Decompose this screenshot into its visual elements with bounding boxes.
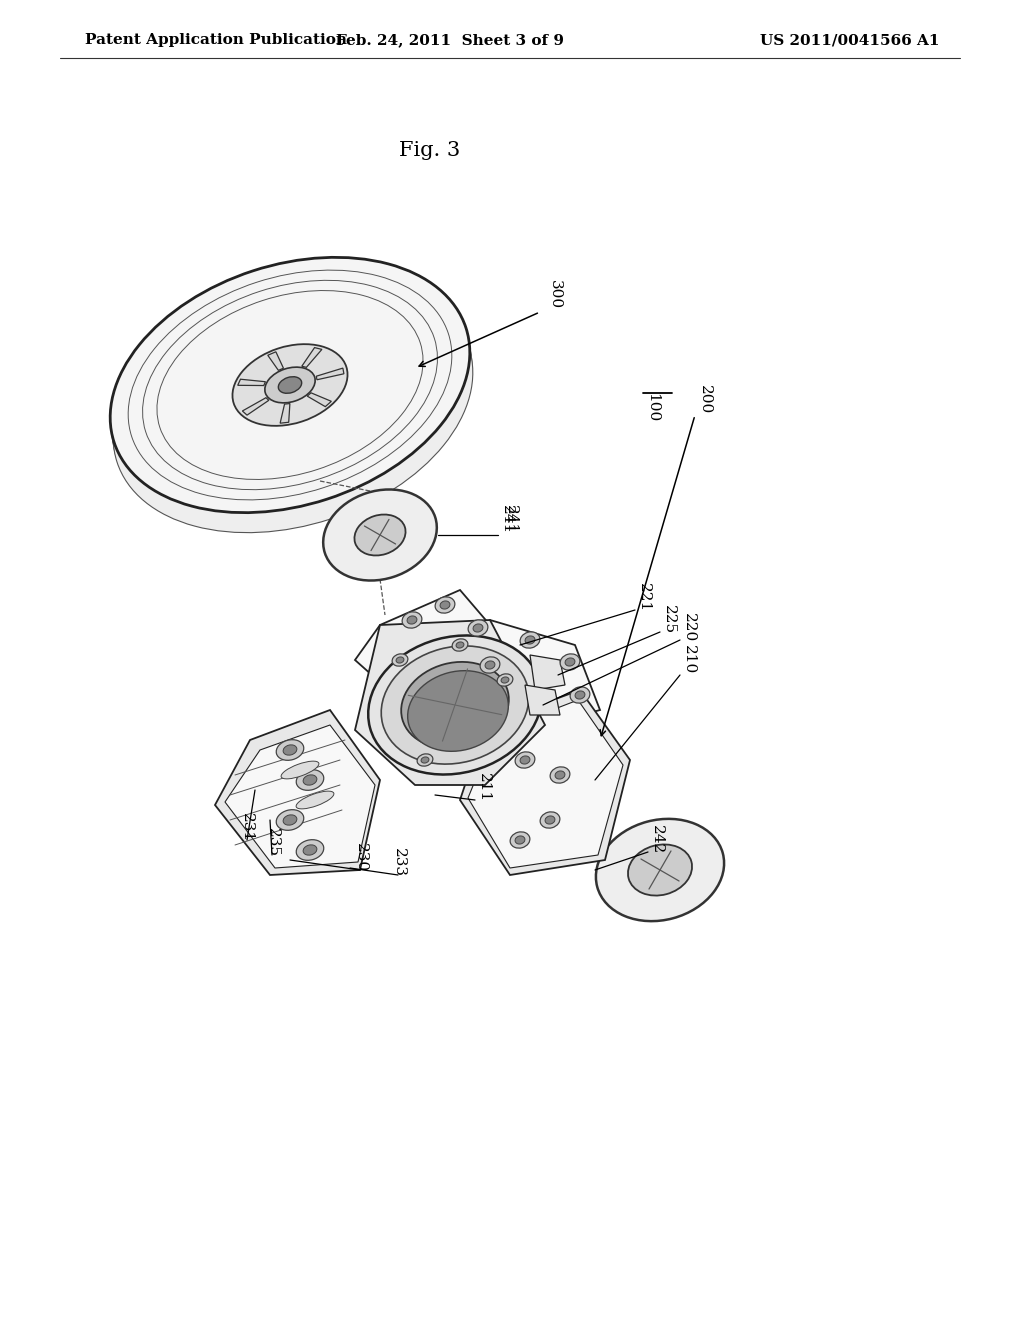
Ellipse shape: [473, 624, 483, 632]
Ellipse shape: [453, 639, 468, 651]
Ellipse shape: [396, 657, 403, 663]
Polygon shape: [460, 690, 630, 875]
Polygon shape: [225, 725, 375, 869]
Ellipse shape: [114, 277, 473, 533]
Text: 200: 200: [698, 385, 712, 414]
Text: 233: 233: [392, 849, 406, 878]
Ellipse shape: [303, 775, 316, 785]
Ellipse shape: [468, 620, 487, 636]
Text: Fig. 3: Fig. 3: [399, 140, 461, 160]
Ellipse shape: [369, 635, 542, 775]
Text: 211: 211: [477, 774, 490, 803]
Polygon shape: [525, 685, 560, 715]
Ellipse shape: [282, 762, 318, 779]
Text: 100: 100: [645, 393, 659, 422]
Ellipse shape: [440, 601, 450, 609]
Text: 242: 242: [650, 825, 664, 854]
Ellipse shape: [296, 770, 324, 791]
Ellipse shape: [550, 767, 570, 783]
Polygon shape: [215, 710, 380, 875]
Ellipse shape: [417, 754, 433, 766]
Ellipse shape: [296, 791, 334, 809]
Ellipse shape: [485, 661, 495, 669]
Ellipse shape: [515, 836, 525, 843]
Ellipse shape: [565, 657, 574, 667]
Ellipse shape: [628, 845, 692, 895]
Ellipse shape: [232, 345, 347, 426]
Ellipse shape: [392, 653, 408, 667]
Text: 241: 241: [504, 506, 518, 535]
Ellipse shape: [283, 814, 297, 825]
Ellipse shape: [276, 809, 304, 830]
Ellipse shape: [303, 845, 316, 855]
Ellipse shape: [408, 671, 508, 751]
Ellipse shape: [111, 263, 471, 517]
Ellipse shape: [435, 597, 455, 614]
Text: 235: 235: [266, 829, 280, 858]
Ellipse shape: [560, 653, 580, 671]
Ellipse shape: [421, 756, 429, 763]
Ellipse shape: [112, 268, 471, 523]
Polygon shape: [238, 379, 265, 385]
Text: 220: 220: [682, 614, 696, 643]
Polygon shape: [281, 404, 290, 424]
Ellipse shape: [113, 272, 472, 528]
Text: Feb. 24, 2011  Sheet 3 of 9: Feb. 24, 2011 Sheet 3 of 9: [336, 33, 564, 48]
Polygon shape: [355, 620, 545, 785]
Ellipse shape: [283, 744, 297, 755]
Ellipse shape: [401, 661, 509, 748]
Ellipse shape: [555, 771, 565, 779]
Polygon shape: [530, 655, 565, 690]
Ellipse shape: [570, 686, 590, 704]
Ellipse shape: [381, 645, 528, 764]
Text: US 2011/0041566 A1: US 2011/0041566 A1: [761, 33, 940, 48]
Polygon shape: [355, 590, 520, 705]
Ellipse shape: [520, 632, 540, 648]
Ellipse shape: [501, 677, 509, 682]
Ellipse shape: [111, 257, 470, 512]
Polygon shape: [243, 397, 269, 414]
Ellipse shape: [545, 816, 555, 824]
Ellipse shape: [265, 367, 315, 403]
Ellipse shape: [497, 673, 513, 686]
Ellipse shape: [596, 818, 724, 921]
Ellipse shape: [515, 752, 535, 768]
Ellipse shape: [354, 515, 406, 556]
Text: 225: 225: [662, 606, 676, 635]
Ellipse shape: [480, 657, 500, 673]
Polygon shape: [468, 700, 623, 869]
Ellipse shape: [296, 840, 324, 861]
Ellipse shape: [276, 739, 304, 760]
Text: 221: 221: [637, 583, 651, 612]
Ellipse shape: [525, 636, 535, 644]
Text: 241: 241: [500, 506, 514, 535]
Ellipse shape: [510, 832, 529, 849]
Text: 210: 210: [682, 645, 696, 675]
Ellipse shape: [402, 612, 422, 628]
Polygon shape: [267, 352, 284, 371]
Polygon shape: [460, 620, 600, 725]
Polygon shape: [316, 368, 344, 380]
Ellipse shape: [540, 812, 560, 828]
Text: Patent Application Publication: Patent Application Publication: [85, 33, 347, 48]
Text: 300: 300: [548, 280, 562, 310]
Ellipse shape: [456, 642, 464, 648]
Ellipse shape: [520, 756, 530, 764]
Ellipse shape: [575, 690, 585, 700]
Ellipse shape: [408, 616, 417, 624]
Polygon shape: [307, 393, 332, 407]
Polygon shape: [302, 347, 322, 367]
Text: 231: 231: [240, 813, 254, 842]
Ellipse shape: [279, 376, 302, 393]
Text: 230: 230: [354, 843, 368, 873]
Ellipse shape: [324, 490, 437, 581]
